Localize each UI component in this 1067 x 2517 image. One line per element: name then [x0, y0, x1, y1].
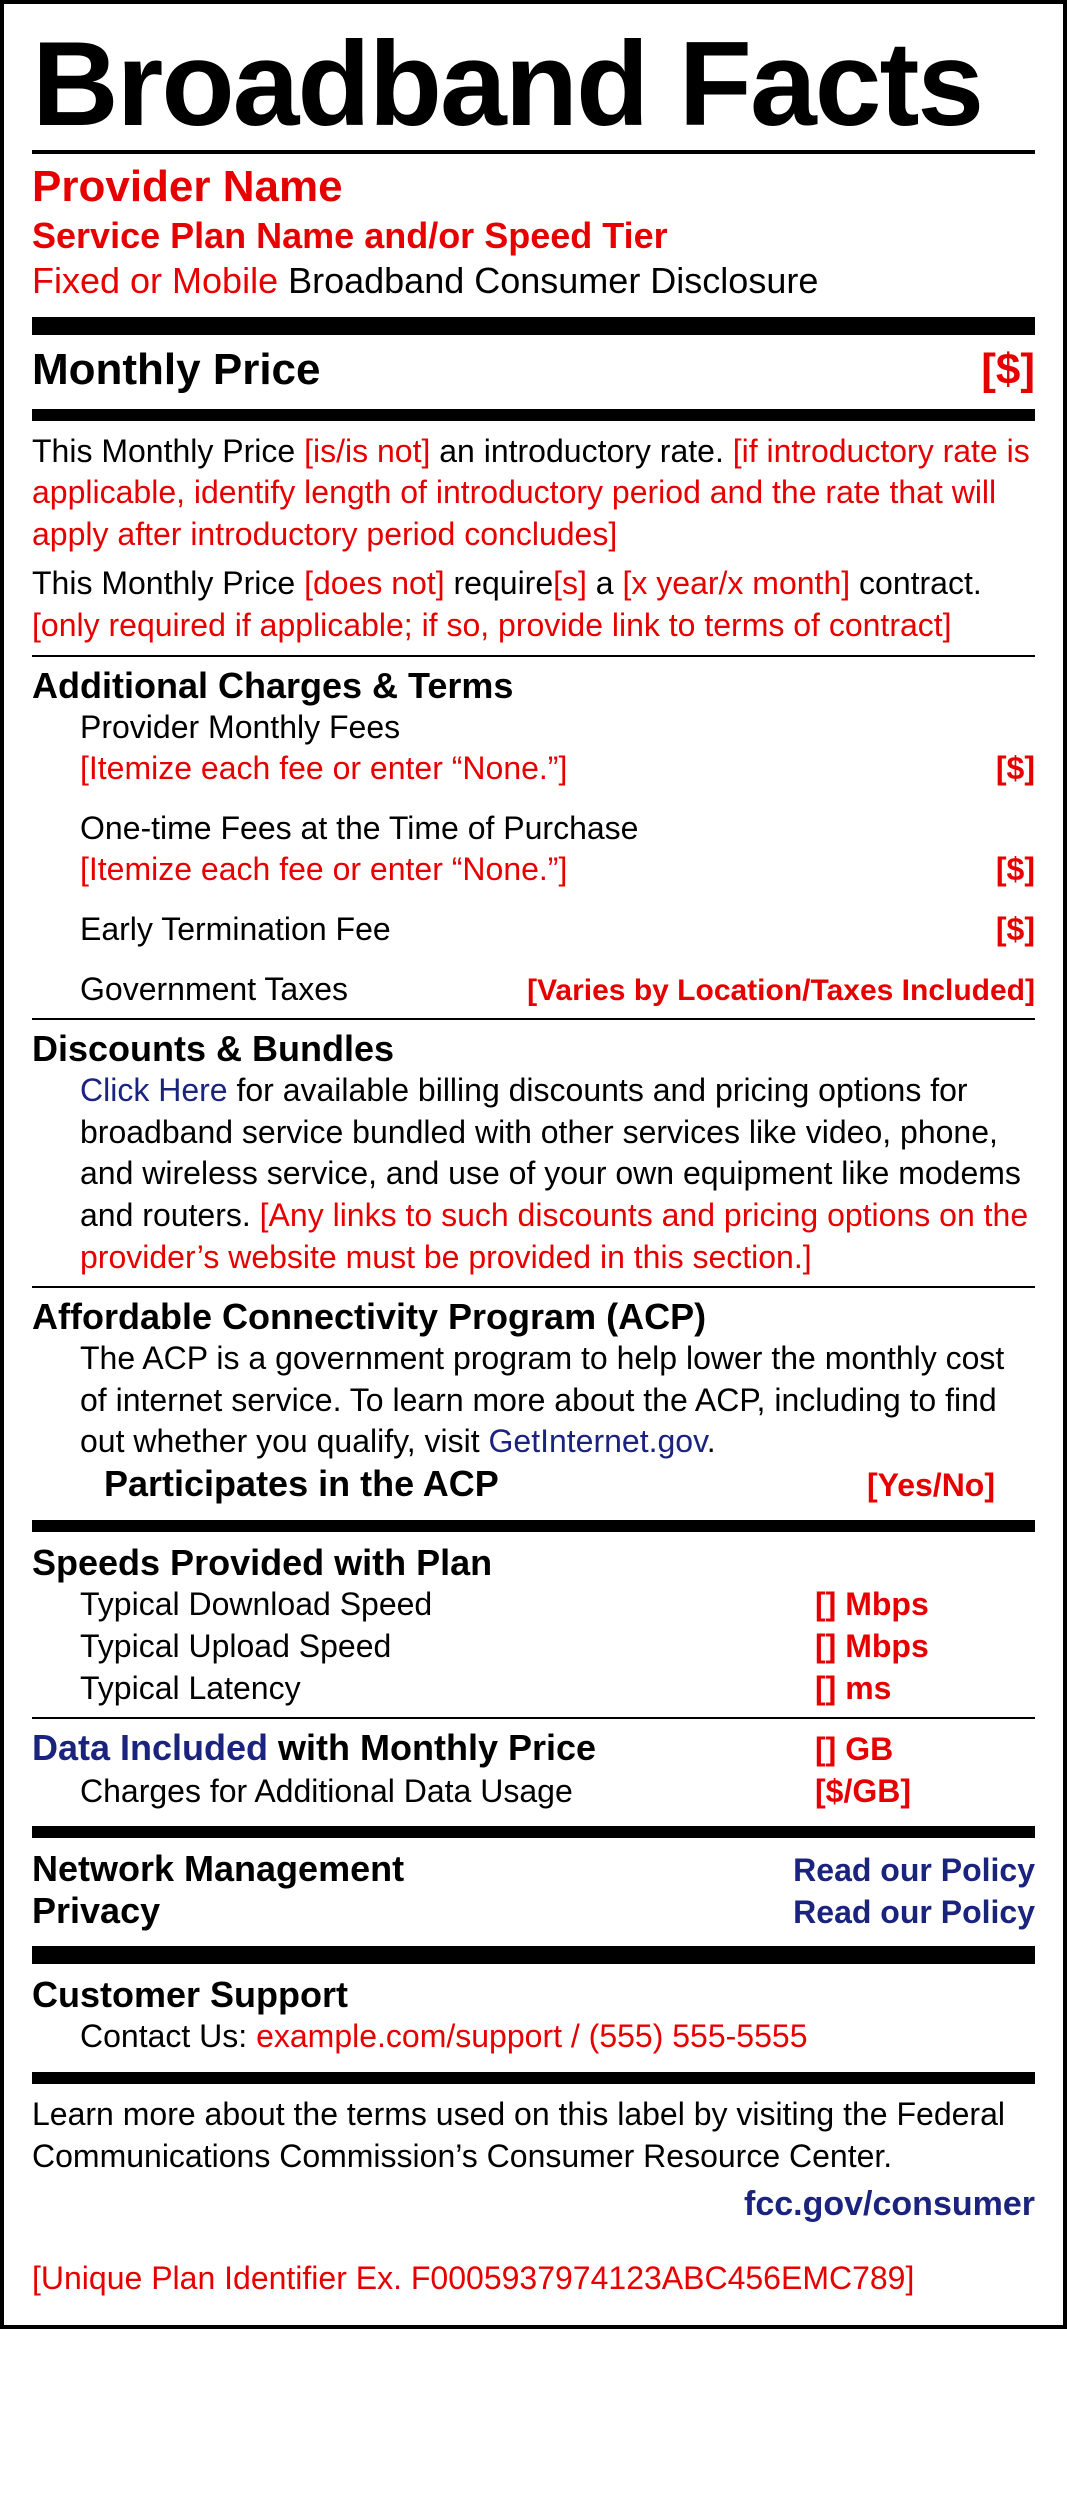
label-title: Broadband Facts: [32, 24, 1035, 144]
contact-value[interactable]: example.com/support / (555) 555-5555: [256, 2018, 807, 2054]
etf-value: [$]: [996, 909, 1035, 951]
monthly-price-label: Monthly Price: [32, 345, 321, 395]
onetime-fees-label: One-time Fees at the Time of Purchase: [32, 808, 1035, 850]
customer-support-contact: Contact Us: example.com/support / (555) …: [32, 2016, 1035, 2058]
placeholder: [does not]: [304, 565, 445, 601]
speeds-heading: Speeds Provided with Plan: [32, 1542, 1035, 1584]
onetime-fees-note: [Itemize each fee or enter “None.”]: [80, 849, 567, 891]
privacy-link[interactable]: Read our Policy: [793, 1894, 1035, 1931]
text: contract.: [850, 565, 982, 601]
discounts-body: Click Here for available billing discoun…: [32, 1070, 1035, 1278]
data-included-heading: Data Included with Monthly Price: [32, 1727, 596, 1769]
divider: [32, 1717, 1035, 1719]
acp-body: The ACP is a government program to help …: [32, 1338, 1035, 1463]
divider: [32, 1018, 1035, 1020]
acp-participates-value: [Yes/No]: [867, 1465, 1035, 1507]
placeholder: [is/is not]: [304, 433, 430, 469]
text: This Monthly Price: [32, 565, 304, 601]
divider-bar: [32, 2072, 1035, 2084]
provider-fees-note: [Itemize each fee or enter “None.”]: [80, 748, 567, 790]
plan-name: Service Plan Name and/or Speed Tier: [32, 213, 1035, 258]
acp-participates-row: Participates in the ACP [Yes/No]: [32, 1463, 1035, 1507]
network-management-label: Network Management: [32, 1848, 404, 1890]
fcc-link[interactable]: fcc.gov/consumer: [32, 2185, 1035, 2224]
download-speed-label: Typical Download Speed: [80, 1584, 432, 1626]
contact-label: Contact Us:: [80, 2018, 256, 2054]
intro-rate-paragraph-1: This Monthly Price [is/is not] an introd…: [32, 431, 1035, 556]
additional-data-value: [$/GB]: [815, 1771, 1035, 1813]
acp-heading: Affordable Connectivity Program (ACP): [32, 1296, 1035, 1338]
latency-value: [] ms: [815, 1668, 1035, 1710]
gov-taxes-value: [Varies by Location/Taxes Included]: [527, 971, 1035, 1010]
additional-data-row: Charges for Additional Data Usage [$/GB]: [32, 1771, 1035, 1813]
gov-taxes-row: Government Taxes [Varies by Location/Tax…: [32, 969, 1035, 1011]
acp-link[interactable]: GetInternet.gov: [489, 1423, 707, 1459]
acp-participates-label: Participates in the ACP: [104, 1463, 499, 1505]
placeholder: [only required if applicable; if so, pro…: [32, 607, 952, 643]
gov-taxes-label: Government Taxes: [80, 969, 348, 1011]
provider-fees-row: [Itemize each fee or enter “None.”] [$]: [32, 748, 1035, 790]
network-management-row: Network Management Read our Policy: [32, 1848, 1035, 1890]
provider-fees-value: [$]: [996, 748, 1035, 790]
unique-plan-identifier: [Unique Plan Identifier Ex. F00059379741…: [32, 2260, 1035, 2297]
text: an introductory rate.: [430, 433, 732, 469]
text: .: [707, 1423, 716, 1459]
additional-data-label: Charges for Additional Data Usage: [80, 1771, 573, 1813]
download-speed-row: Typical Download Speed [] Mbps: [32, 1584, 1035, 1626]
provider-fees-label: Provider Monthly Fees: [32, 707, 1035, 749]
divider-bar: [32, 317, 1035, 335]
privacy-label: Privacy: [32, 1890, 160, 1932]
upload-speed-value: [] Mbps: [815, 1626, 1035, 1668]
divider: [32, 655, 1035, 657]
text: require: [445, 565, 554, 601]
privacy-row: Privacy Read our Policy: [32, 1890, 1035, 1932]
etf-row: Early Termination Fee [$]: [32, 909, 1035, 951]
latency-row: Typical Latency [] ms: [32, 1668, 1035, 1710]
divider-bar: [32, 1826, 1035, 1838]
monthly-price-value: [$]: [981, 345, 1035, 395]
divider-bar: [32, 1946, 1035, 1964]
disclosure-line: Fixed or Mobile Broadband Consumer Discl…: [32, 258, 1035, 303]
upload-speed-row: Typical Upload Speed [] Mbps: [32, 1626, 1035, 1668]
footer-body: Learn more about the terms used on this …: [32, 2094, 1035, 2177]
disclosure-rest: Broadband Consumer Disclosure: [278, 260, 818, 301]
download-speed-value: [] Mbps: [815, 1584, 1035, 1626]
broadband-facts-label: Broadband Facts Provider Name Service Pl…: [0, 0, 1067, 2329]
data-included-value: [] GB: [815, 1729, 1035, 1771]
placeholder: [s]: [553, 565, 587, 601]
text: a: [587, 565, 623, 601]
provider-name: Provider Name: [32, 162, 1035, 213]
text: This Monthly Price: [32, 433, 304, 469]
onetime-fees-row: [Itemize each fee or enter “None.”] [$]: [32, 849, 1035, 891]
discounts-heading: Discounts & Bundles: [32, 1028, 1035, 1070]
divider-bar: [32, 409, 1035, 421]
data-included-em: Data Included: [32, 1727, 268, 1768]
customer-support-heading: Customer Support: [32, 1974, 1035, 2016]
disclosure-prefix: Fixed or Mobile: [32, 260, 278, 301]
monthly-price-row: Monthly Price [$]: [32, 345, 1035, 395]
discounts-link[interactable]: Click Here: [80, 1072, 228, 1108]
upload-speed-label: Typical Upload Speed: [80, 1626, 391, 1668]
data-included-row: Data Included with Monthly Price [] GB: [32, 1727, 1035, 1771]
divider-bar: [32, 1520, 1035, 1532]
latency-label: Typical Latency: [80, 1668, 301, 1710]
text: with Monthly Price: [268, 1727, 596, 1768]
divider: [32, 1286, 1035, 1288]
network-management-link[interactable]: Read our Policy: [793, 1852, 1035, 1889]
placeholder: [x year/x month]: [622, 565, 850, 601]
etf-label: Early Termination Fee: [80, 909, 391, 951]
intro-rate-paragraph-2: This Monthly Price [does not] require[s]…: [32, 563, 1035, 646]
onetime-fees-value: [$]: [996, 849, 1035, 891]
additional-charges-heading: Additional Charges & Terms: [32, 665, 1035, 707]
